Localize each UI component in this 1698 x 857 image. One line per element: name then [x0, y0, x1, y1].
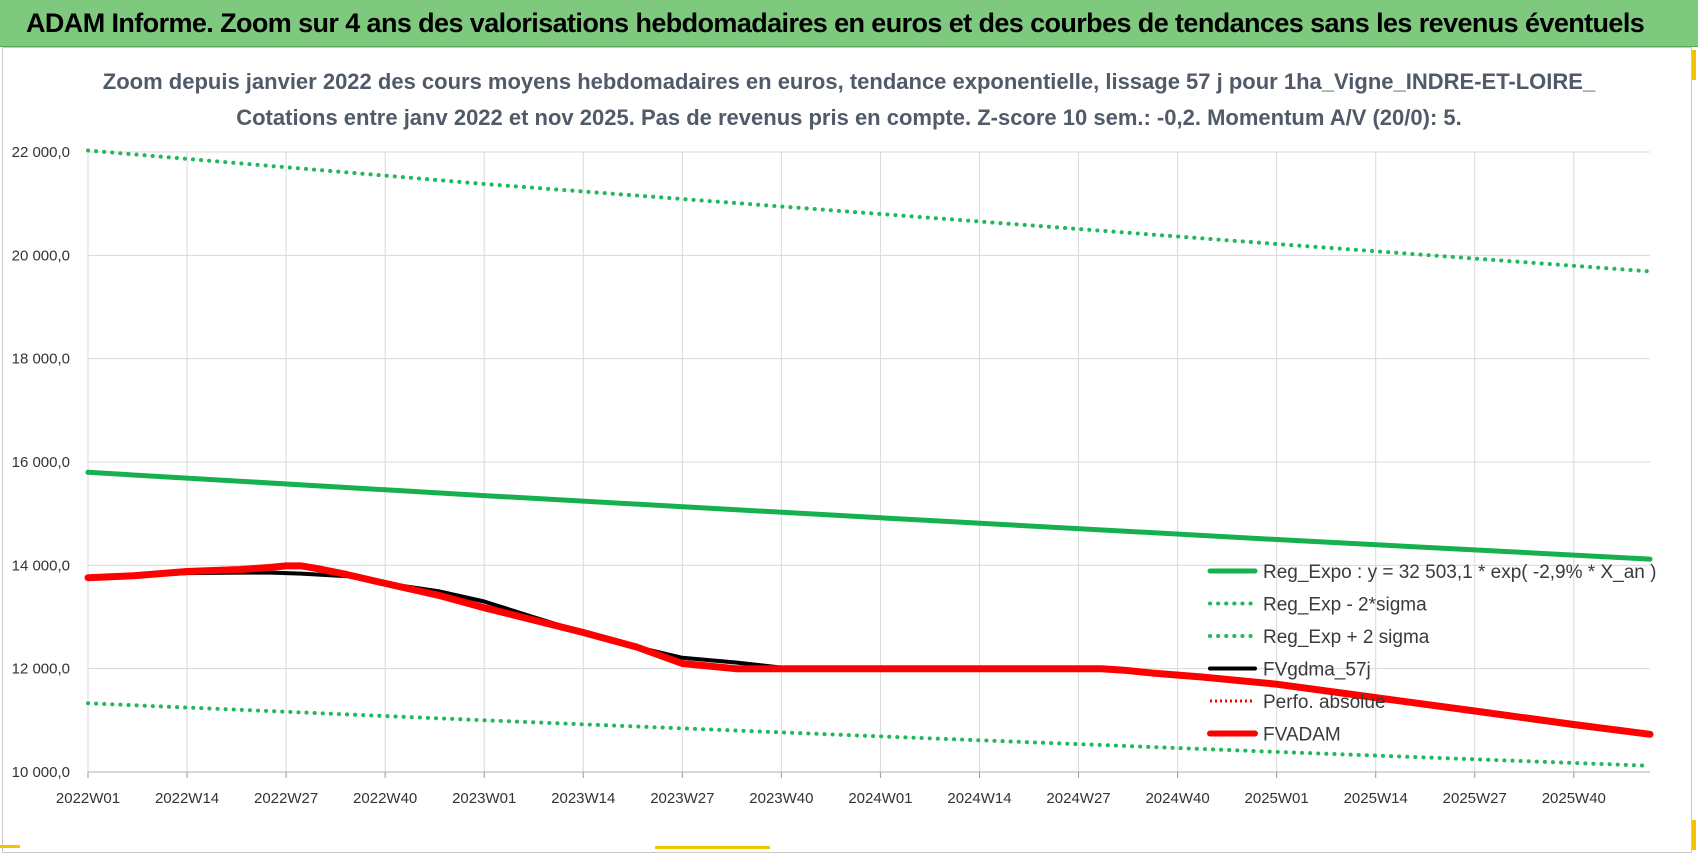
report-title: ADAM Informe. Zoom sur 4 ans des valoris… [26, 8, 1645, 38]
series-line-fvadam [84, 562, 1654, 738]
legend: Reg_Expo : y = 32 503,1 * exp( -2,9% * X… [1207, 562, 1656, 746]
x-tick-label: 2023W40 [749, 790, 813, 807]
legend-label: Reg_Exp - 2*sigma [1263, 595, 1427, 616]
y-tick-label: 18 000,0 [12, 351, 70, 368]
legend-entry: FVgdma_57j [1208, 660, 1371, 681]
x-tick-label: 2025W14 [1344, 790, 1408, 807]
x-tick-label: 2023W14 [551, 790, 615, 807]
y-tick-label: 20 000,0 [12, 247, 70, 264]
y-tick-label: 10 000,0 [12, 764, 70, 781]
y-tick-label: 16 000,0 [12, 454, 70, 471]
legend-label: Perfo. absolue [1263, 692, 1386, 713]
resize-handle-bottom [655, 846, 770, 849]
y-tick-label: 22 000,0 [12, 144, 70, 161]
series-lines [84, 148, 1654, 768]
x-tick-label: 2023W01 [452, 790, 516, 807]
chart-title-line-1: Zoom depuis janvier 2022 des cours moyen… [103, 69, 1596, 94]
x-tick-label: 2025W27 [1443, 790, 1507, 807]
series-line-reg-exp-2-sigma [86, 701, 1652, 768]
x-tick-label: 2022W27 [254, 790, 318, 807]
legend-entry: Reg_Exp - 2*sigma [1208, 595, 1427, 616]
resize-handle-right [1692, 50, 1696, 80]
x-tick-label: 2025W01 [1245, 790, 1309, 807]
x-tick-label: 2024W14 [947, 790, 1011, 807]
x-tick-label: 2022W40 [353, 790, 417, 807]
series-line-reg-exp-2-sigma [86, 148, 1652, 274]
y-axis-ticks: 10 000,0 12 000,0 14 000,0 16 000,0 18 000,0… [12, 144, 70, 781]
gridlines [87, 151, 1650, 773]
x-tick-label: 2024W27 [1046, 790, 1110, 807]
legend-entry: Reg_Expo : y = 32 503,1 * exp( -2,9% * X… [1207, 562, 1656, 583]
chart-title-line-2: Cotations entre janv 2022 et nov 2025. P… [236, 105, 1462, 130]
resize-handle-left-bottom [0, 845, 20, 848]
legend-label: FVgdma_57j [1263, 660, 1371, 681]
x-tick-label: 2023W27 [650, 790, 714, 807]
x-axis-ticks: 2022W01 2022W14 2022W27 2022W40 2023W01 2023W… [56, 771, 1650, 807]
legend-entry: FVADAM [1207, 725, 1341, 746]
y-tick-label: 14 000,0 [12, 557, 70, 574]
chart-frame [2, 47, 1692, 853]
x-tick-label: 2022W01 [56, 790, 120, 807]
x-tick-label: 2024W40 [1145, 790, 1209, 807]
legend-entry: Reg_Exp + 2 sigma [1208, 627, 1430, 648]
legend-label: Reg_Expo : y = 32 503,1 * exp( -2,9% * X… [1263, 562, 1656, 583]
resize-handle-right-bottom [1692, 820, 1696, 850]
legend-entry: Perfo. absolue [1210, 692, 1386, 713]
legend-label: FVADAM [1263, 725, 1341, 746]
series-line-reg-expo-y-32-503-1-exp- [85, 469, 1653, 562]
legend-label: Reg_Exp + 2 sigma [1263, 627, 1430, 648]
y-tick-label: 12 000,0 [12, 661, 70, 678]
x-tick-label: 2025W40 [1542, 790, 1606, 807]
report-banner: ADAM Informe. Zoom sur 4 ans des valoris… [0, 0, 1698, 47]
x-tick-label: 2024W01 [848, 790, 912, 807]
x-tick-label: 2022W14 [155, 790, 219, 807]
